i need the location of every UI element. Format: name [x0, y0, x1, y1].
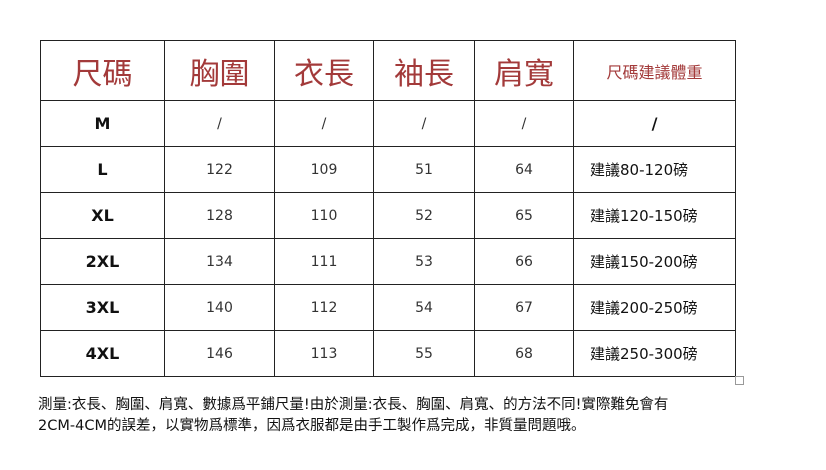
- cell-length: /: [274, 100, 374, 147]
- cell-shoulder: 65: [474, 192, 574, 239]
- cell-chest: 140: [164, 284, 275, 331]
- table-row: M / / / / /: [40, 100, 736, 147]
- header-weight: 尺碼建議體重: [573, 40, 736, 101]
- table-resize-handle[interactable]: [735, 376, 744, 385]
- table-row: 3XL 140 112 54 67 建議200-250磅: [40, 284, 736, 331]
- cell-length: 110: [274, 192, 374, 239]
- cell-sleeve: /: [373, 100, 475, 147]
- cell-length: 109: [274, 146, 374, 193]
- cell-size: 3XL: [40, 284, 165, 331]
- header-length: 衣長: [274, 40, 374, 101]
- header-row: 尺碼 胸圍 衣長 袖長 肩寬 尺碼建議體重: [40, 40, 736, 101]
- cell-length: 111: [274, 238, 374, 285]
- cell-weight: /: [573, 100, 736, 147]
- cell-chest: 146: [164, 330, 275, 377]
- cell-size: XL: [40, 192, 165, 239]
- cell-length: 112: [274, 284, 374, 331]
- cell-shoulder: 66: [474, 238, 574, 285]
- measurement-note: 測量:衣長、胸圍、肩寬、數據爲平鋪尺量!由於測量:衣長、胸圍、肩寬、的方法不同!…: [38, 395, 826, 437]
- header-size: 尺碼: [40, 40, 165, 101]
- cell-length: 113: [274, 330, 374, 377]
- cell-sleeve: 55: [373, 330, 475, 377]
- cell-size: M: [40, 100, 165, 147]
- cell-size: 4XL: [40, 330, 165, 377]
- cell-size: L: [40, 146, 165, 193]
- cell-shoulder: 67: [474, 284, 574, 331]
- cell-shoulder: 64: [474, 146, 574, 193]
- size-chart-table: 尺碼 胸圍 衣長 袖長 肩寬 尺碼建議體重 M / / / / / L 122 109 51 64 建…: [40, 40, 736, 377]
- cell-chest: /: [164, 100, 275, 147]
- cell-weight: 建議120-150磅: [573, 192, 736, 239]
- cell-chest: 122: [164, 146, 275, 193]
- cell-size: 2XL: [40, 238, 165, 285]
- cell-shoulder: 68: [474, 330, 574, 377]
- table-row: L 122 109 51 64 建議80-120磅: [40, 146, 736, 193]
- cell-chest: 134: [164, 238, 275, 285]
- note-line-2: 2CM-4CM的誤差，以實物爲標準，因爲衣服都是由手工製作爲完成，非質量問題哦。: [38, 418, 586, 434]
- header-shoulder: 肩寬: [474, 40, 574, 101]
- table-row: XL 128 110 52 65 建議120-150磅: [40, 192, 736, 239]
- cell-weight: 建議250-300磅: [573, 330, 736, 377]
- table-row: 2XL 134 111 53 66 建議150-200磅: [40, 238, 736, 285]
- cell-sleeve: 51: [373, 146, 475, 193]
- header-sleeve: 袖長: [373, 40, 475, 101]
- cell-weight: 建議200-250磅: [573, 284, 736, 331]
- cell-sleeve: 53: [373, 238, 475, 285]
- cell-sleeve: 52: [373, 192, 475, 239]
- cell-chest: 128: [164, 192, 275, 239]
- cell-sleeve: 54: [373, 284, 475, 331]
- note-line-1: 測量:衣長、胸圍、肩寬、數據爲平鋪尺量!由於測量:衣長、胸圍、肩寬、的方法不同!…: [38, 397, 669, 413]
- cell-weight: 建議80-120磅: [573, 146, 736, 193]
- table-row: 4XL 146 113 55 68 建議250-300磅: [40, 330, 736, 377]
- header-chest: 胸圍: [164, 40, 275, 101]
- cell-weight: 建議150-200磅: [573, 238, 736, 285]
- cell-shoulder: /: [474, 100, 574, 147]
